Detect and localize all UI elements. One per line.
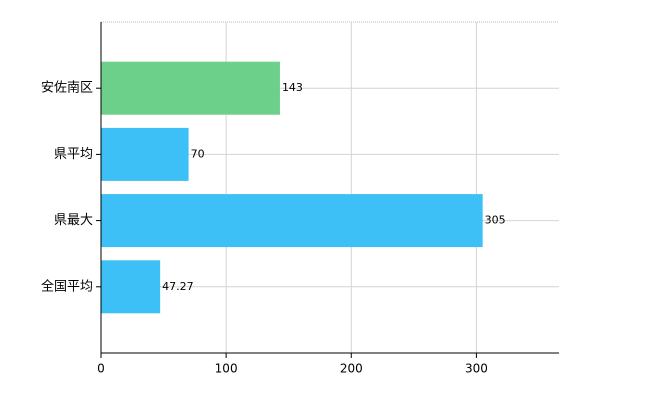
x-tick-label: 0 [97, 362, 105, 376]
value-label: 47.27 [162, 280, 194, 293]
x-tick-label: 300 [465, 362, 488, 376]
value-label: 305 [485, 214, 506, 227]
x-tick-label: 100 [215, 362, 238, 376]
y-tick-label: 安佐南区 [41, 80, 93, 96]
bar [101, 260, 161, 314]
y-tick-label: 県最大 [54, 213, 93, 228]
y-tick-label: 全国平均 [41, 278, 93, 294]
bar [101, 127, 189, 181]
bar [101, 194, 483, 248]
value-label: 143 [282, 81, 303, 94]
value-label: 70 [191, 147, 205, 160]
y-tick-label: 県平均 [54, 147, 93, 162]
bar [101, 61, 280, 115]
x-tick-label: 200 [340, 362, 363, 376]
